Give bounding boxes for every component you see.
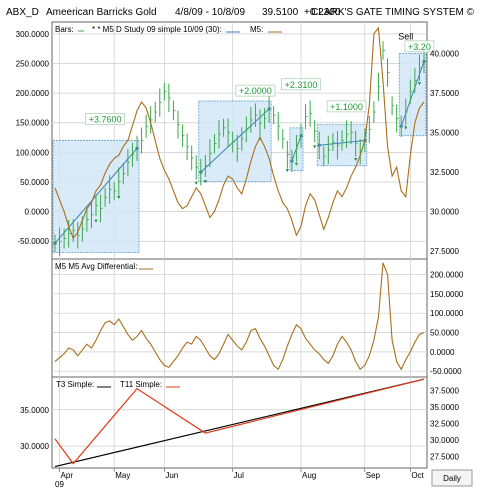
signal-arrow <box>404 126 408 130</box>
average-right-tick-label: 37.5000 <box>430 386 459 395</box>
gain-label-box <box>235 84 276 97</box>
last-price: 39.5100 <box>262 7 299 18</box>
date-range: 4/8/09 - 10/8/09 <box>175 7 245 18</box>
system-title: CLARK'S GATE TIMING SYSTEM © <box>311 7 474 18</box>
study-line <box>200 108 270 173</box>
left-axis-tick-label: -50.0000 <box>17 237 49 246</box>
average-left-tick-label: 30.0000 <box>20 442 49 451</box>
month-label: Sep <box>366 471 381 480</box>
axis-labels: 300.0000 250.0000 200.0000 150.0000 100.0000… <box>16 30 464 462</box>
signal-arrow <box>194 181 198 185</box>
average-right-tick-label: 32.5000 <box>430 419 459 428</box>
signal-arrow <box>285 169 289 173</box>
bars-legend-label: Bars: <box>55 25 74 34</box>
gain-label-box <box>326 100 367 113</box>
oscillator-tick-label: 100.0000 <box>430 309 464 318</box>
gain-label-box <box>281 78 321 91</box>
instrument-name: Ameerican Barricks Gold <box>46 7 157 18</box>
gain-label: +2.0000 <box>235 84 276 97</box>
m5-line <box>54 26 425 240</box>
left-axis-tick-label: 200.0000 <box>16 89 50 98</box>
signal-arrow <box>203 180 207 184</box>
t3-legend-label: T3 Simple: <box>56 380 94 389</box>
left-axis-tick-label: 0.0000 <box>25 208 50 217</box>
avg-differential-line <box>54 262 425 371</box>
average-legend: T3 Simple: T11 Simple: <box>56 380 180 389</box>
left-axis-tick-label: 300.0000 <box>16 30 50 39</box>
average-left-tick-label: 35.0000 <box>20 406 49 415</box>
gain-label-box <box>404 40 435 53</box>
left-axis-tick-label: 50.0000 <box>20 178 49 187</box>
gain-label: +3.7600 <box>85 113 125 125</box>
price-change: +0.2300 <box>304 7 341 18</box>
average-right-tick-label: 30.0000 <box>430 436 459 445</box>
t11-legend-label: T11 Simple: <box>120 380 162 389</box>
chart-header: ABX_D Ameerican Barricks Gold 4/8/09 - 1… <box>6 7 475 18</box>
oscillator-tick-label: 150.0000 <box>430 290 464 299</box>
right-axis-tick-label: 35.0000 <box>430 129 459 138</box>
signal-arrow <box>417 82 421 86</box>
gain-label-text: +3.7600 <box>89 115 122 125</box>
month-label: Oct <box>411 471 424 480</box>
average-right-tick-label: 27.5000 <box>430 453 459 462</box>
oscillator-tick-label: 50.0000 <box>430 329 459 338</box>
oscillator-tick-label: -50.0000 <box>430 367 462 376</box>
gain-label-text: +2.3100 <box>285 80 318 90</box>
m5-legend-label: M5: <box>250 25 263 34</box>
average-right-tick-label: 35.0000 <box>430 403 459 412</box>
osc-legend-label: M5 M5 Avg Differential: <box>55 262 137 271</box>
right-axis-tick-label: 32.5000 <box>430 168 459 177</box>
gain-label-box <box>85 113 125 125</box>
price-legend: Bars: * * M5 D Study 09 simple 10/09 (30… <box>55 25 282 34</box>
oscillator-panel <box>51 258 428 378</box>
right-axis-tick-label: 27.5000 <box>430 247 459 256</box>
month-label: Apr <box>61 471 74 480</box>
gain-label: +2.3100 <box>281 78 321 91</box>
signal-arrow <box>313 145 317 149</box>
signal-box <box>198 100 272 182</box>
gain-label: +3.20 <box>404 40 435 53</box>
time-axis: 09 Apr May Jun Jul Aug Sep Oct <box>55 468 425 489</box>
study-legend-label: * * M5 D Study 09 simple 10/09 (30): <box>92 25 222 34</box>
daily-button-label[interactable]: Daily <box>443 474 461 483</box>
price-series-layer <box>54 26 426 468</box>
year-label: 09 <box>55 480 64 489</box>
left-axis-tick-label: 100.0000 <box>16 148 50 157</box>
symbol-label: ABX_D <box>6 7 39 18</box>
month-label: May <box>115 471 130 480</box>
right-axis-tick-label: 40.0000 <box>430 50 459 59</box>
oscillator-tick-label: 200.0000 <box>430 270 464 279</box>
gain-label-text: +2.0000 <box>239 86 272 96</box>
oscillator-tick-label: 0.0000 <box>430 348 455 357</box>
study-line <box>400 61 425 127</box>
month-label: Jun <box>165 471 178 480</box>
right-axis-tick-label: 30.0000 <box>430 208 459 217</box>
signal-arrow <box>94 219 98 223</box>
left-axis-tick-label: 250.0000 <box>16 59 50 68</box>
daily-button[interactable] <box>431 469 473 487</box>
right-axis-tick-label: 37.5000 <box>430 89 459 98</box>
oscillator-legend: M5 M5 Avg Differential: <box>55 262 153 271</box>
gain-label: +1.1000 <box>326 100 367 113</box>
signal-arrow <box>294 162 298 166</box>
sell-label: Sell <box>398 31 413 41</box>
signal-arrow <box>354 158 358 162</box>
month-label: Jul <box>234 471 244 480</box>
signal-arrow <box>117 195 121 199</box>
left-axis-tick-label: 150.0000 <box>16 119 50 128</box>
month-label: Aug <box>302 471 316 480</box>
t11-line <box>54 378 425 465</box>
gain-label-text: +1.1000 <box>330 102 363 112</box>
gain-label-text: +3.20 <box>408 42 431 52</box>
